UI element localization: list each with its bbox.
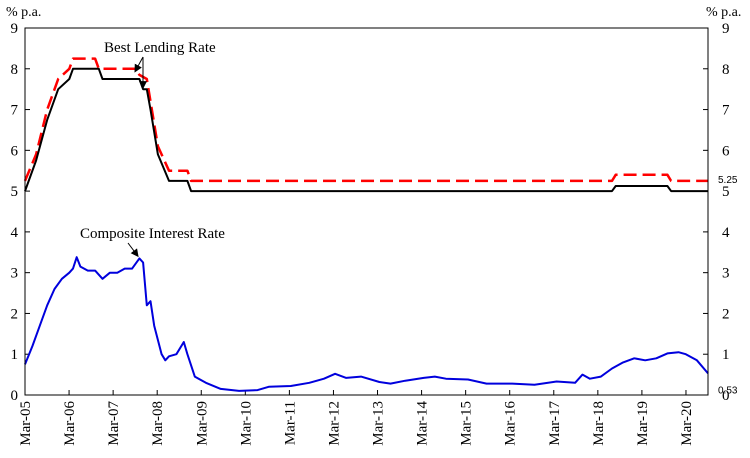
best-lending-rate-arrow bbox=[134, 56, 144, 73]
plot-frame bbox=[24, 27, 709, 396]
x-tick-label: Mar-16 bbox=[503, 401, 519, 446]
y-tick-label-left: 6 bbox=[11, 143, 19, 159]
x-tick-label: Mar-20 bbox=[679, 401, 695, 446]
y-tick-label-left: 4 bbox=[11, 225, 19, 241]
x-tick-label: Mar-07 bbox=[106, 401, 122, 446]
y-tick-label-right: 4 bbox=[722, 225, 730, 241]
y-tick-label-right: 5 bbox=[722, 184, 730, 200]
x-tick-label: Mar-10 bbox=[238, 401, 254, 446]
x-tick-label: Mar-14 bbox=[415, 401, 431, 446]
x-tick-label: Mar-19 bbox=[635, 401, 651, 446]
y-tick-label-left: 1 bbox=[11, 347, 19, 363]
y-tick-label-right: 1 bbox=[722, 347, 730, 363]
x-tick-label: Mar-11 bbox=[282, 401, 298, 445]
best-lending-rate-annotation: Best Lending Rate bbox=[104, 40, 216, 56]
y-tick-label-right: 0 bbox=[722, 388, 730, 404]
x-tick-label: Mar-06 bbox=[62, 401, 78, 446]
y-tick-label-right: 3 bbox=[722, 266, 730, 282]
y-tick-label-right: 6 bbox=[722, 143, 730, 159]
series-blr-upper-line bbox=[23, 57, 708, 183]
x-tick-label: Mar-15 bbox=[459, 401, 475, 446]
y-tick-label-right: 7 bbox=[722, 103, 730, 119]
end-label-blr: 5.25 bbox=[718, 175, 738, 186]
right-axis-unit-label: % p.a. bbox=[706, 5, 741, 20]
y-tick-label-left: 9 bbox=[11, 21, 19, 37]
end-label-composite: 0.53 bbox=[718, 385, 738, 396]
composite-interest-rate-arrow bbox=[127, 242, 139, 258]
x-tick-label: Mar-17 bbox=[547, 401, 563, 446]
y-tick-label-left: 3 bbox=[11, 266, 19, 282]
y-tick-label-right: 2 bbox=[722, 306, 730, 322]
y-tick-label-right: 9 bbox=[722, 21, 730, 37]
x-tick-label: Mar-05 bbox=[18, 401, 34, 446]
y-tick-label-right: 8 bbox=[722, 62, 730, 78]
y-tick-label-left: 5 bbox=[11, 184, 19, 200]
annotations: Best Lending Rate Composite Interest Rate… bbox=[80, 40, 738, 396]
y-tick-label-left: 7 bbox=[11, 103, 19, 119]
x-tick-label: Mar-08 bbox=[150, 401, 166, 446]
y-tick-label-left: 2 bbox=[11, 306, 19, 322]
y-tick-label-left: 0 bbox=[11, 388, 19, 404]
composite-interest-rate-annotation: Composite Interest Rate bbox=[80, 226, 225, 242]
series-composite-line bbox=[24, 256, 709, 392]
left-axis-unit-label: % p.a. bbox=[6, 5, 41, 20]
axis-ticks: 0 0 1 1 2 2 3 3 4 4 5 5 6 6 7 7 8 8 9 9 Mar-05 Mar-06 Mar-07 Ma… bbox=[11, 21, 731, 446]
x-tick-label: Mar-12 bbox=[326, 401, 342, 446]
x-tick-label: Mar-13 bbox=[371, 401, 387, 446]
x-tick-label: Mar-18 bbox=[591, 401, 607, 446]
y-tick-label-left: 8 bbox=[11, 62, 19, 78]
x-tick-label: Mar-09 bbox=[194, 401, 210, 446]
series-blr-lower-line bbox=[24, 67, 708, 193]
series-layer bbox=[23, 57, 709, 392]
